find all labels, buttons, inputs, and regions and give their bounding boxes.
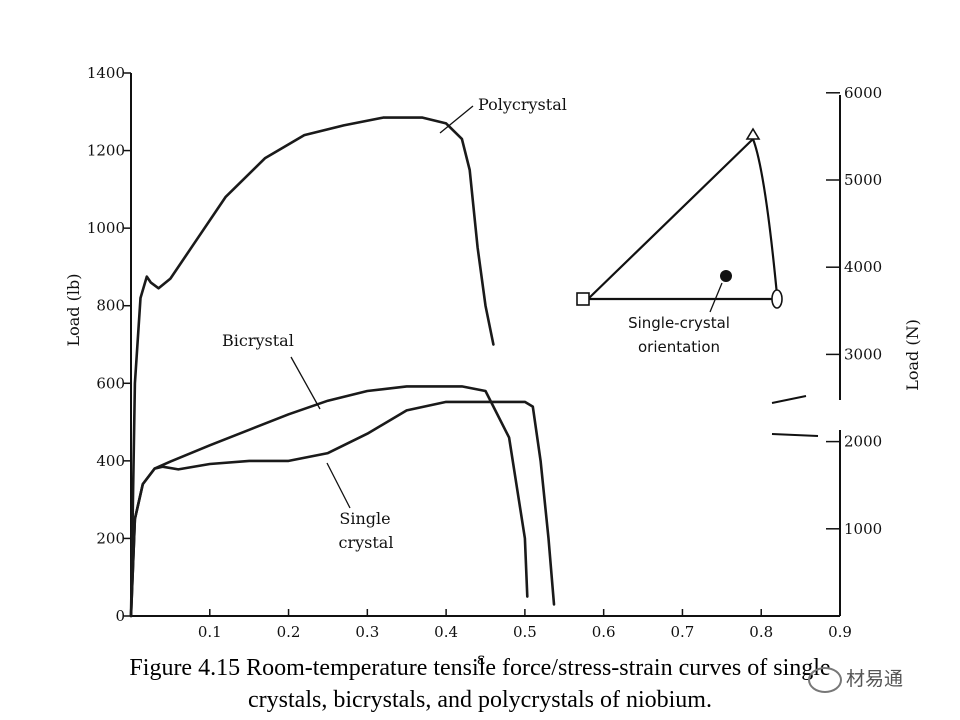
polycrystal-curve: [129, 116, 495, 618]
caption-line-1: Figure 4.15 Room-temperature tensile for…: [129, 655, 831, 681]
right-y-tick-label: 5000: [844, 171, 882, 189]
right-y-tick-label: 1000: [844, 520, 882, 538]
right-y-axis-title: Load (N): [903, 319, 922, 391]
bicrystal-leader: [290, 356, 321, 410]
single-crystal-label-line1: Single: [339, 509, 390, 528]
x-tick-label: 0.3: [355, 623, 379, 641]
bicrystal-curve: [129, 385, 529, 618]
left-y-tick-label: 800: [96, 297, 125, 315]
x-ticks: 0.1 0.2 0.3 0.4 0.5 0.6 0.7 0.8 0.9: [198, 609, 852, 641]
left-y-tick-label: 1000: [87, 219, 125, 237]
x-tick-label: 0.1: [198, 623, 222, 641]
inset-square-marker: [576, 292, 590, 306]
axes-group: [130, 73, 841, 617]
x-axis-title: ε: [477, 649, 485, 668]
curves-group: [129, 116, 556, 618]
left-y-tick-label: 1400: [87, 64, 125, 82]
wechat-icon: [808, 666, 842, 693]
x-tick-label: 0.6: [592, 623, 616, 641]
x-tick-label: 0.7: [671, 623, 695, 641]
left-y-ticks: 0 200 400 600 800 1000 1200 1400: [87, 64, 131, 625]
inset-right-edge: [751, 138, 779, 296]
right-y-tick-label: 6000: [844, 84, 882, 102]
axis-break-mark-upper: [771, 395, 807, 404]
bicrystal-label: Bicrystal: [222, 331, 294, 350]
axis-break-mark-lower: [771, 433, 819, 437]
bicrystal-annotation: Bicrystal: [222, 331, 321, 410]
right-y-tick-label: 2000: [844, 433, 882, 451]
right-y-ticks: 1000 2000 3000 4000 5000 6000: [826, 84, 882, 538]
figure-caption: Figure 4.15 Room-temperature tensile for…: [0, 652, 960, 716]
left-y-tick-label: 400: [96, 452, 125, 470]
single-crystal-label-line2: crystal: [339, 533, 394, 552]
inset-orientation-dot: [720, 270, 732, 282]
inset-left-edge: [587, 138, 754, 300]
orientation-inset: Single-crystal orientation: [576, 127, 783, 356]
single-crystal-curve: [129, 400, 556, 618]
polycrystal-annotation: Polycrystal: [439, 95, 567, 134]
left-y-tick-label: 1200: [87, 142, 125, 160]
inset-label-line2: orientation: [638, 338, 720, 356]
right-y-tick-label: 3000: [844, 345, 882, 363]
inset-triangle-marker: [745, 127, 761, 140]
single-crystal-annotation: Single crystal: [326, 462, 394, 552]
x-tick-label: 0.2: [277, 623, 301, 641]
left-y-tick-label: 600: [96, 374, 125, 392]
watermark-text: 材易通: [846, 668, 904, 690]
caption-line-2: crystals, bicrystals, and polycrystals o…: [248, 687, 712, 713]
polycrystal-label: Polycrystal: [478, 95, 567, 114]
left-y-axis-title: Load (lb): [64, 274, 83, 347]
inset-leader: [709, 282, 723, 313]
x-tick-label: 0.8: [749, 623, 773, 641]
x-tick-label: 0.4: [434, 623, 458, 641]
x-tick-label: 0.9: [828, 623, 852, 641]
inset-oval-marker: [771, 289, 783, 309]
watermark: 材易通: [808, 664, 903, 693]
left-y-tick-label: 200: [96, 529, 125, 547]
left-y-tick-label: 0: [115, 607, 125, 625]
polycrystal-leader: [439, 105, 474, 134]
right-y-tick-label: 4000: [844, 258, 882, 276]
x-tick-label: 0.5: [513, 623, 537, 641]
inset-label-line1: Single-crystal: [628, 314, 730, 332]
single-crystal-leader: [326, 462, 351, 509]
